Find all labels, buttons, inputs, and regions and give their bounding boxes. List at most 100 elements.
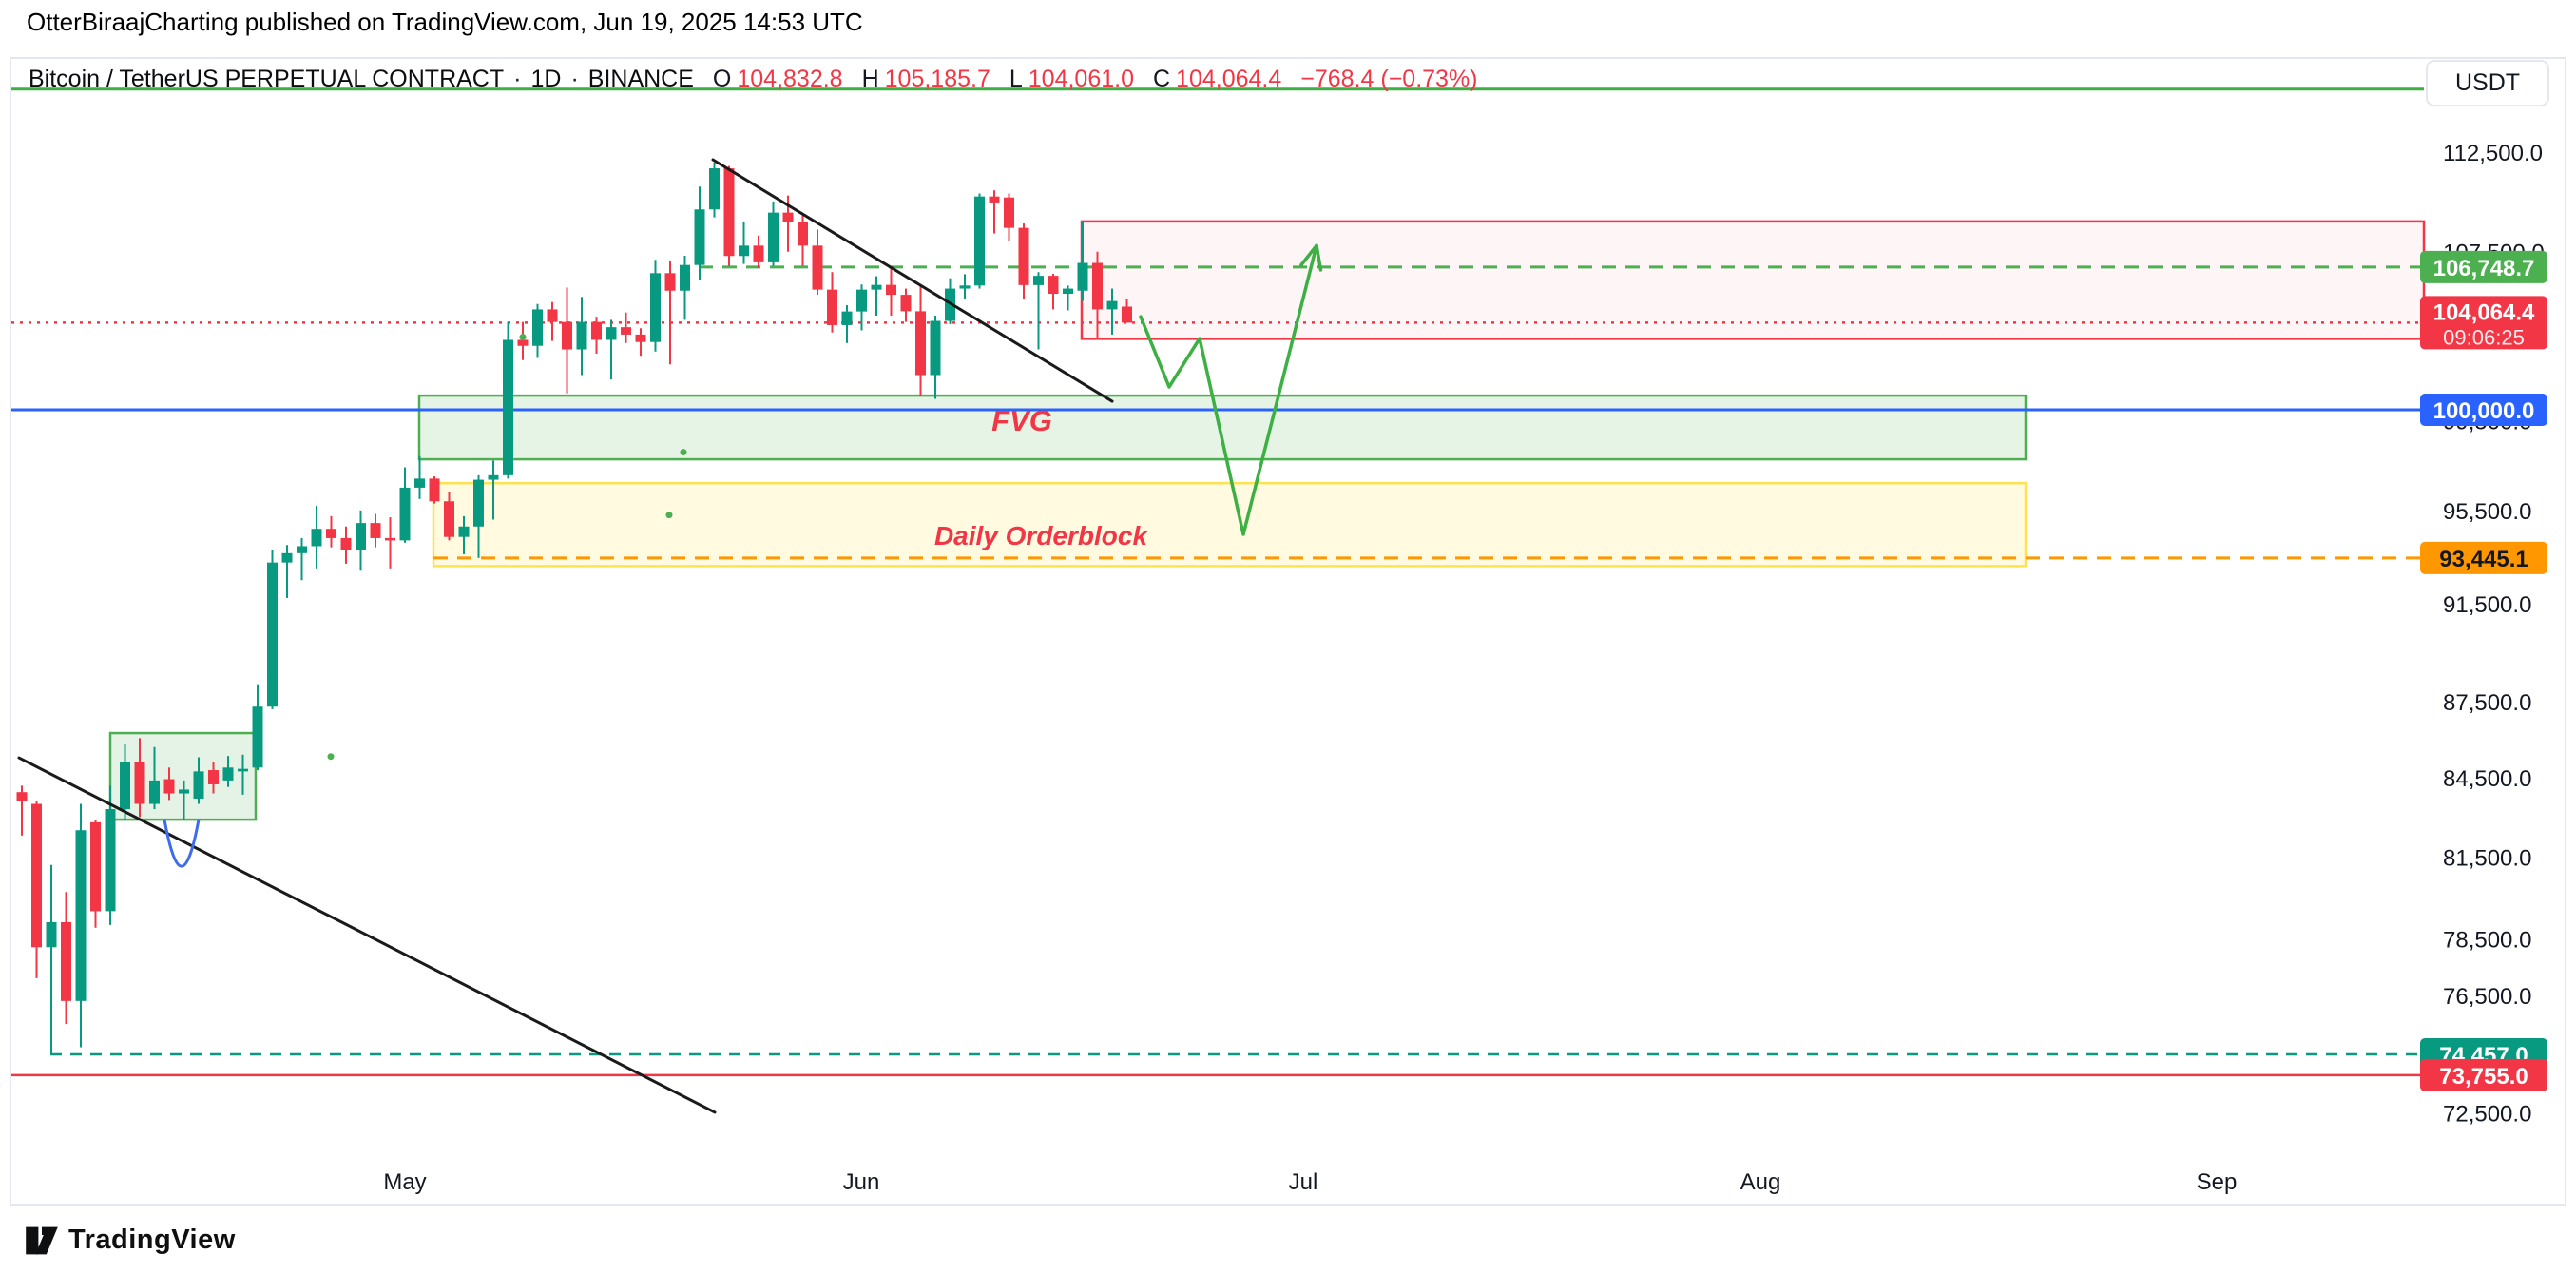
candle-body [105, 809, 116, 912]
candle-body [886, 284, 896, 296]
price-label-106748-bg [2420, 250, 2547, 283]
price-label-100000-value: 100,000.0 [2433, 398, 2535, 424]
candle [1063, 285, 1073, 311]
candle-body [915, 311, 926, 376]
candle [488, 460, 499, 520]
high-label: H [861, 66, 879, 92]
candle [591, 317, 602, 354]
candle [886, 265, 896, 317]
tradingview-logo[interactable]: TradingView [25, 1225, 236, 1256]
candle [1106, 288, 1118, 335]
orderblock-box[interactable] [432, 481, 2028, 568]
candle-body [503, 339, 513, 475]
price-label-last: 104,064.409:06:25 [2420, 296, 2547, 350]
candle [281, 545, 293, 598]
candle [650, 260, 661, 352]
price-label-93445-bg [2420, 541, 2547, 574]
candle-body [1048, 276, 1059, 295]
anchor-dot [665, 512, 673, 519]
candle [326, 515, 336, 548]
low-value: 104,061.0 [1028, 66, 1134, 92]
candle-body [1106, 300, 1118, 310]
x-axis-month-jun[interactable]: Jun [843, 1169, 880, 1195]
candle-body [31, 803, 42, 948]
interval-label[interactable]: 1D [530, 66, 562, 92]
candle-body [959, 285, 971, 289]
candle [149, 746, 160, 810]
candle-body [75, 830, 87, 1001]
separator-dot: · [513, 66, 522, 92]
x-axis-month-sep[interactable]: Sep [2197, 1169, 2238, 1195]
x-axis-month-aug[interactable]: Aug [1740, 1169, 1781, 1195]
price-label-100000: 100,000.0 [2420, 394, 2547, 426]
candle-body [621, 327, 631, 335]
candle-body [989, 196, 1000, 203]
candle [768, 201, 779, 266]
candle-body [134, 762, 145, 804]
chart-panel [10, 57, 2566, 1206]
candle [930, 316, 941, 399]
candle-body [782, 212, 794, 222]
change-value: −768.4 (−0.73%) [1300, 66, 1478, 92]
price-label-last-bg [2420, 296, 2547, 350]
candle [1018, 223, 1029, 299]
price-label-106748: 106,748.7 [2420, 250, 2547, 283]
candle [959, 274, 971, 299]
candle-body [370, 523, 381, 538]
candle-body [1063, 288, 1073, 295]
candle [664, 260, 676, 365]
candle [532, 303, 543, 358]
candle-body [179, 789, 189, 794]
candle-body [208, 770, 219, 784]
price-label-73755: 73,755.0 [2420, 1058, 2547, 1091]
candle [900, 288, 912, 322]
price-label-100000-bg [2420, 394, 2547, 426]
candle [1092, 251, 1103, 339]
y-axis-tick: 81,500.0 [2443, 845, 2531, 871]
candle-body [812, 245, 823, 290]
candle-body [238, 768, 248, 772]
candle [1077, 222, 1088, 301]
candle [798, 215, 808, 266]
projection-path[interactable] [1139, 243, 1318, 536]
candle-body [488, 474, 499, 480]
candle [444, 492, 454, 541]
candle [606, 319, 617, 380]
fvg-box[interactable] [417, 394, 2028, 461]
low-label: L [1009, 66, 1023, 92]
candle-body [385, 537, 395, 541]
candle [340, 526, 352, 564]
candle [356, 510, 366, 571]
candle-body [120, 762, 130, 810]
y-axis-tick: 84,500.0 [2443, 766, 2531, 792]
candle-body [326, 529, 336, 538]
trendline-may-june[interactable] [711, 158, 1114, 403]
candle [179, 780, 189, 820]
separator-dot: · [570, 66, 579, 92]
candle [1033, 272, 1044, 350]
x-axis-month-jul[interactable]: Jul [1289, 1169, 1318, 1195]
candle-body [650, 273, 661, 342]
currency-button[interactable]: USDT [2426, 60, 2549, 106]
candle [193, 757, 204, 804]
candle-body [311, 529, 322, 547]
symbol-name[interactable]: Bitcoin / TetherUS PERPETUAL CONTRACT [29, 66, 505, 92]
arrow-head [1315, 243, 1323, 272]
candle-body [1122, 306, 1132, 323]
candle-body [930, 320, 941, 376]
candle-body [1018, 227, 1029, 285]
candle-body [1092, 262, 1103, 310]
candle [370, 513, 381, 548]
candle-body [193, 771, 204, 800]
y-axis-tick: 72,500.0 [2443, 1101, 2531, 1127]
trendline-april[interactable] [17, 756, 717, 1114]
x-axis-month-may[interactable]: May [383, 1169, 426, 1195]
candle-body [723, 168, 735, 257]
candle-body [856, 289, 867, 312]
supply-zone-box[interactable] [1080, 220, 2426, 340]
y-axis-tick: 95,500.0 [2443, 499, 2531, 525]
candle [473, 474, 484, 558]
rounding-arc[interactable] [163, 819, 201, 868]
candle [134, 738, 145, 818]
